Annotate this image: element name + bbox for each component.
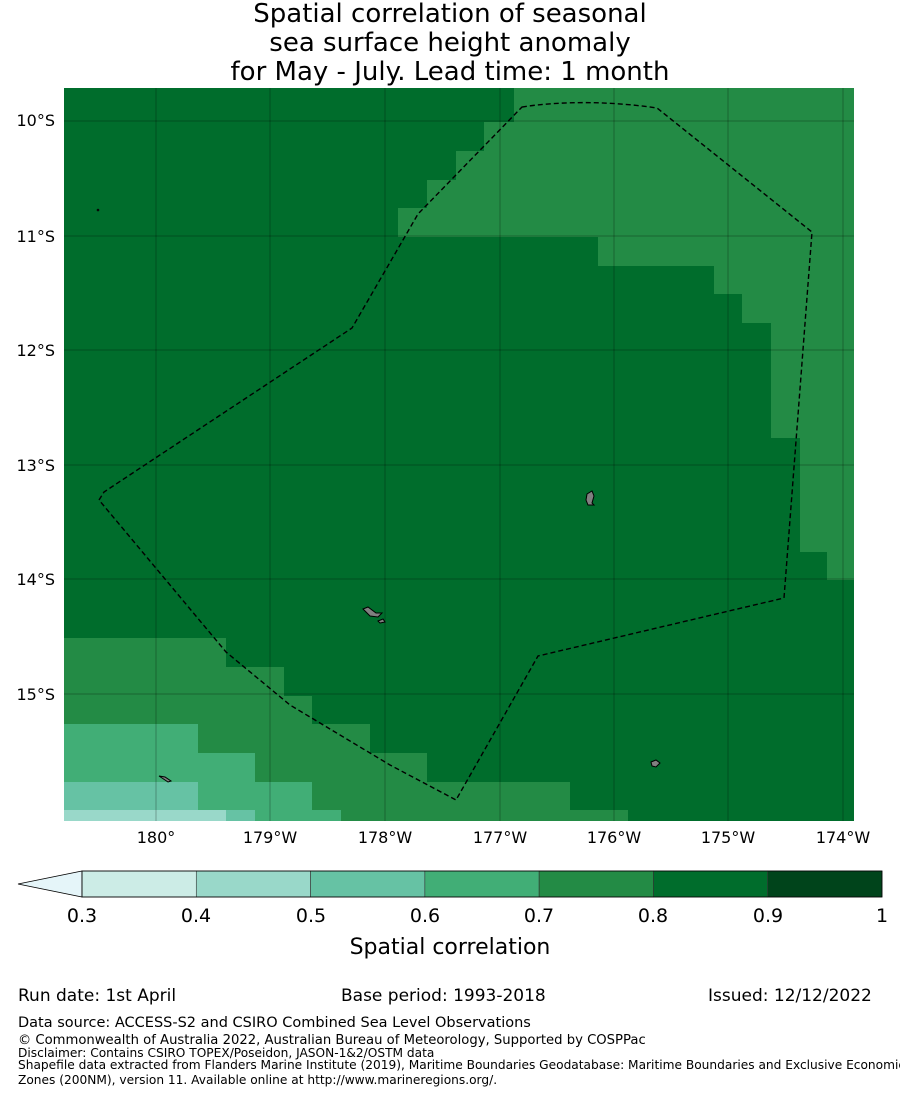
colorbar-segment-6 (767, 870, 883, 898)
island-small-dot (96, 208, 100, 212)
base-period: Base period: 1993-2018 (341, 986, 546, 1006)
colorbar-outline (81, 870, 883, 898)
colorbar-segment-1 (195, 870, 311, 898)
colorbar-segments (81, 870, 883, 898)
island-niuafoou (650, 759, 661, 768)
eez-boundary (98, 101, 813, 801)
lat-label-13s: 13°S (16, 456, 55, 475)
colorbar-tick-0.4: 0.4 (181, 905, 211, 927)
field-region-04-05 (64, 810, 226, 821)
colorbar-tick-1: 1 (876, 905, 888, 927)
map-figure: 10°S 11°S 12°S 13°S 14°S 15°S 180° 179°W… (16, 88, 888, 960)
colorbar-tick-0.8: 0.8 (638, 905, 668, 927)
colorbar-tick-0.3: 0.3 (67, 905, 97, 927)
map-title: Spatial correlation of seasonal sea surf… (0, 0, 900, 87)
colorbar-under-extension (17, 870, 83, 898)
lat-label-15s: 15°S (16, 685, 55, 704)
island-uvea (362, 606, 384, 618)
shapefile-credit-line-1: Shapefile data extracted from Flanders M… (18, 1058, 900, 1072)
colorbar-tick-0.6: 0.6 (410, 905, 440, 927)
lon-label-179w: 179°W (243, 828, 298, 847)
field-region-07-08-northeast (398, 88, 854, 580)
longitude-labels: 180° 179°W 178°W 177°W 176°W 175°W 174°W (137, 828, 871, 847)
colorbar-tick-0.9: 0.9 (753, 905, 783, 927)
colorbar-segment-2 (310, 870, 426, 898)
lon-label-177w: 177°W (473, 828, 528, 847)
island-uvea-islet (377, 618, 386, 624)
lon-label-175w: 175°W (701, 828, 756, 847)
island-rotuma-reef (158, 775, 173, 783)
title-line-1: Spatial correlation of seasonal (253, 0, 647, 29)
lon-label-176w: 176°W (587, 828, 642, 847)
run-date: Run date: 1st April (18, 986, 177, 1006)
data-source: Data source: ACCESS-S2 and CSIRO Combine… (18, 1015, 531, 1031)
latitude-labels: 10°S 11°S 12°S 13°S 14°S 15°S (16, 111, 55, 704)
colorbar-segment-3 (424, 870, 540, 898)
colorbar-tick-0.5: 0.5 (296, 905, 326, 927)
copyright-notice: © Commonwealth of Australia 2022, Austra… (18, 1033, 646, 1048)
colorbar-tick-0.7: 0.7 (524, 905, 554, 927)
title-line-3: for May - July. Lead time: 1 month (230, 57, 670, 87)
colorbar-ticks: 0.3 0.4 0.5 0.6 0.7 0.8 0.9 1 (67, 905, 888, 927)
colorbar-segment-5 (653, 870, 769, 898)
colorbar-segment-0 (81, 870, 197, 898)
gridlines (64, 88, 854, 821)
colorbar-label: Spatial correlation (350, 935, 551, 960)
shapefile-credit-line-2: Zones (200NM), version 11. Available onl… (18, 1073, 498, 1087)
land-features (96, 208, 661, 783)
island-nukulaelae (585, 490, 596, 506)
issued-date: Issued: 12/12/2022 (708, 986, 872, 1006)
lon-label-180: 180° (137, 828, 176, 847)
lat-label-12s: 12°S (16, 341, 55, 360)
title-line-2: sea surface height anomaly (269, 28, 631, 58)
lat-label-10s: 10°S (16, 111, 55, 130)
lon-label-174w: 174°W (816, 828, 871, 847)
disclaimer: Disclaimer: Contains CSIRO TOPEX/Poseido… (18, 1046, 435, 1060)
lat-label-14s: 14°S (16, 570, 55, 589)
colorbar: 0.3 0.4 0.5 0.6 0.7 0.8 0.9 1 Spatial co… (17, 870, 888, 960)
correlation-field (64, 88, 854, 821)
lon-label-178w: 178°W (358, 828, 413, 847)
lat-label-11s: 11°S (16, 227, 55, 246)
colorbar-segment-4 (538, 870, 654, 898)
